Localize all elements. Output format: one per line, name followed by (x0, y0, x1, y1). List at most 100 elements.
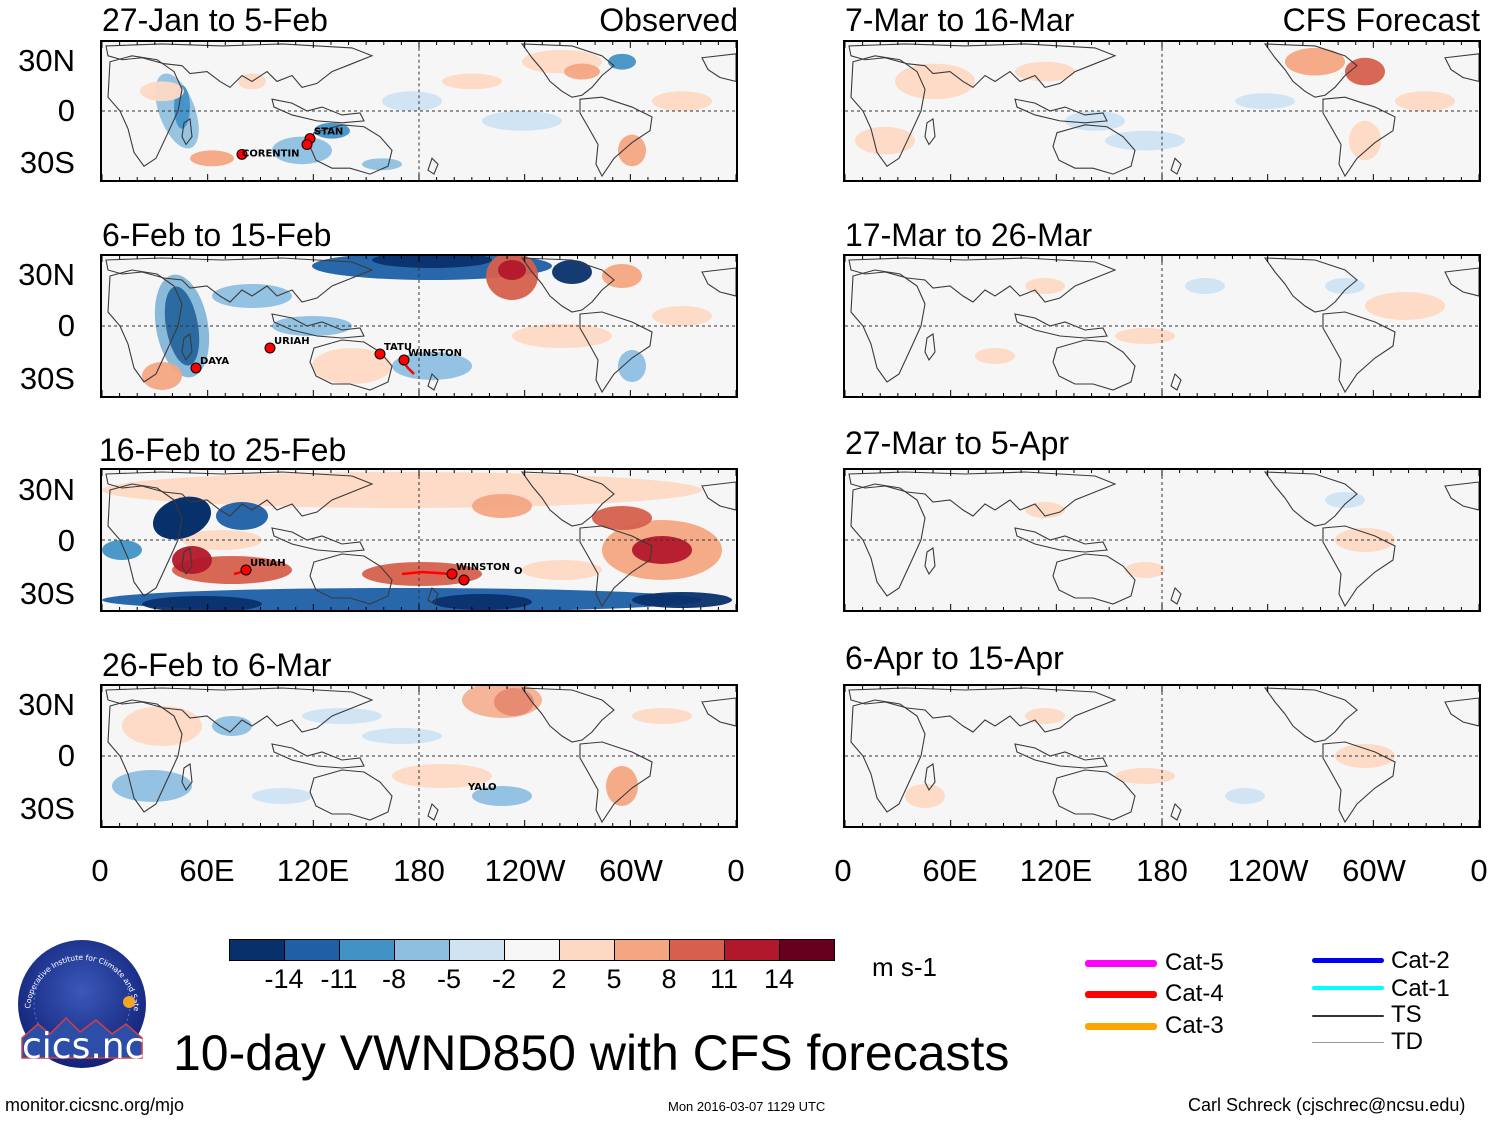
lon-label-left-120w: 120W (484, 853, 566, 888)
wind-anomaly-blob (1365, 292, 1445, 320)
storm-symbol (190, 362, 202, 374)
coastline (850, 269, 926, 383)
coastline (850, 55, 926, 167)
coastline (848, 43, 1117, 89)
wind-anomaly-blob (1325, 278, 1365, 294)
coastline (850, 483, 926, 597)
wind-anomaly-blob (102, 540, 142, 560)
lon-label-right-120e: 120E (1019, 853, 1093, 888)
coastline (1014, 743, 1108, 769)
coastline (1444, 697, 1479, 727)
wind-anomaly-blob (472, 494, 532, 518)
wind-anomaly-blob (1115, 328, 1175, 344)
coastline (1014, 527, 1108, 553)
storm-symbol (240, 564, 252, 576)
lat-label-0-3: 0 (57, 523, 75, 558)
wind-anomaly-blob (1025, 502, 1065, 518)
lon-label-right-120w: 120W (1227, 853, 1309, 888)
fc-panel-3-title: 27-Mar to 5-Apr (845, 425, 1070, 461)
wind-anomaly-blob (482, 111, 562, 131)
wind-anomaly-blob (618, 134, 646, 167)
colorbar-swatch-4 (449, 939, 505, 961)
coastline (1014, 98, 1108, 124)
forecast-map-2 (843, 254, 1481, 398)
coastline (848, 687, 1117, 733)
wind-anomaly-blob (252, 788, 312, 804)
storm-symbol (236, 148, 248, 160)
legend-swatch-cat1 (1312, 986, 1384, 990)
wind-anomaly-blob (1395, 91, 1455, 111)
coastline (520, 471, 615, 527)
lon-label-left-60w: 60W (599, 853, 663, 888)
map-f1-svg (845, 42, 1479, 180)
wind-anomaly-blob (522, 560, 602, 580)
coastline (105, 257, 374, 303)
coastline (271, 98, 365, 124)
legend-label-cat4: Cat-4 (1165, 980, 1224, 1007)
storm-track: URIAH (264, 336, 310, 354)
wind-anomaly-blob (632, 592, 732, 608)
wind-anomaly-blob (1225, 788, 1265, 804)
colorbar-swatch-8 (669, 939, 725, 961)
lon-label-left-0: 0 (91, 853, 109, 888)
storm-label: STAN (314, 127, 343, 138)
wind-anomaly-blob (382, 91, 442, 111)
lat-label-30n-2: 30N (18, 257, 75, 292)
lat-label-0-1: 0 (57, 93, 75, 128)
coastline (579, 96, 653, 178)
wind-anomaly-blob (190, 150, 234, 167)
coastline (271, 527, 365, 553)
coastline (579, 525, 653, 608)
coastline (520, 257, 615, 313)
legend-label-cat2: Cat-2 (1391, 947, 1450, 974)
storm-label: WINSTON (408, 348, 462, 359)
coastline (105, 687, 374, 733)
wind-anomaly-blob (552, 260, 592, 284)
coastline (1052, 769, 1136, 821)
colorbar-tick-1: -11 (320, 964, 358, 994)
coastline (924, 333, 936, 362)
coastline (1322, 311, 1396, 394)
coastline (427, 802, 439, 821)
obs-panel-3-title: 16-Feb to 25-Feb (99, 432, 347, 468)
coastline (105, 471, 374, 517)
lat-label-30n-3: 30N (18, 472, 75, 507)
wind-anomaly-blob (1285, 47, 1345, 76)
colorbar-swatch-1 (284, 939, 340, 961)
legend-label-td: TD (1391, 1028, 1423, 1055)
fc-panel-1-title: 7-Mar to 16-Mar (845, 2, 1075, 38)
coastline (848, 257, 1117, 303)
legend-swatch-ts (1312, 1015, 1384, 1017)
lon-label-left-60e: 60E (179, 853, 235, 888)
coastline (181, 117, 193, 146)
storm-symbol (264, 342, 276, 354)
wind-anomaly-blob (1015, 61, 1075, 82)
wind-anomaly-blob (895, 63, 975, 100)
storm-track: TATU (374, 342, 412, 360)
lat-label-30n-1: 30N (18, 43, 75, 78)
obs-panel-2-title: 6-Feb to 15-Feb (102, 217, 332, 253)
coastline (271, 313, 365, 339)
forecast-map-4 (843, 684, 1481, 828)
coastline (579, 311, 653, 394)
colorbar-swatch-3 (394, 939, 450, 961)
wind-anomaly-blob (1235, 93, 1295, 110)
map-o4-svg: YALO (102, 686, 736, 826)
storm-label: O (514, 566, 523, 577)
wind-anomaly-blob (1185, 278, 1225, 294)
footer-site: monitor.cicsnc.org/mjo (5, 1095, 185, 1115)
coastline (427, 157, 439, 175)
wind-anomaly-blob (142, 362, 182, 390)
storm-label: CORENTIN (242, 148, 300, 159)
wind-anomaly-blob (372, 256, 492, 268)
lat-label-30s-1: 30S (19, 145, 75, 180)
colorbar-swatch-7 (614, 939, 670, 961)
colorbar-tick-5: 2 (551, 964, 567, 994)
wind-anomaly-blob (1345, 57, 1385, 86)
coastline (1263, 687, 1358, 743)
observed-map-4: YALO (100, 684, 738, 828)
legend-label-ts: TS (1391, 1001, 1422, 1028)
coastline (1263, 257, 1358, 313)
observed-label: Observed (599, 2, 738, 38)
